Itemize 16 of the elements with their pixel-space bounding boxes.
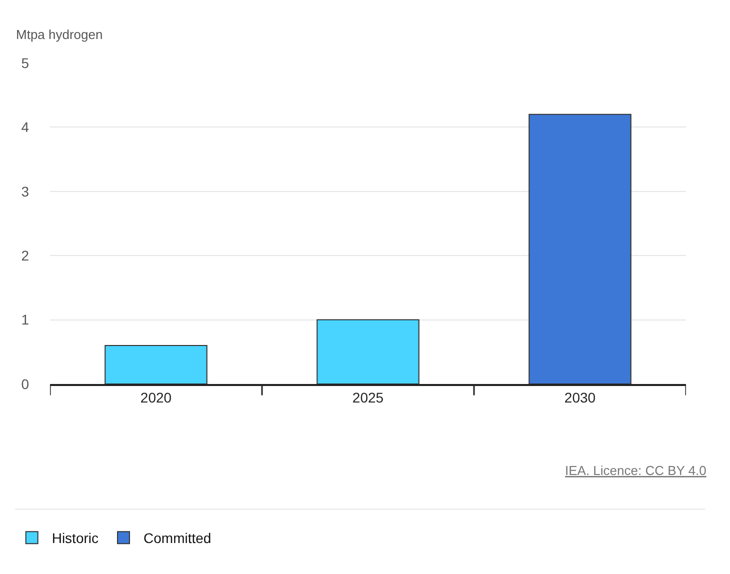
bar xyxy=(528,114,632,384)
y-tick-label: 0 xyxy=(21,376,30,392)
y-tick-label: 3 xyxy=(21,183,30,200)
x-tick-label: 2030 xyxy=(564,390,596,406)
bar xyxy=(104,344,208,384)
legend-label: Historic xyxy=(52,530,99,546)
legend-label: Committed xyxy=(144,530,212,546)
x-tick-label: 2020 xyxy=(140,390,172,406)
y-axis-title: Mtpa hydrogen xyxy=(16,27,103,42)
y-tick-label: 4 xyxy=(21,119,30,136)
text: IEA. Licence: CC BY 4.0 xyxy=(565,463,706,478)
y-tick-label: 5 xyxy=(21,54,30,71)
y-tick-label: 2 xyxy=(21,248,30,264)
y-tick-label: 1 xyxy=(21,312,30,328)
x-tick-label: 2025 xyxy=(352,390,384,406)
bar xyxy=(316,319,420,384)
